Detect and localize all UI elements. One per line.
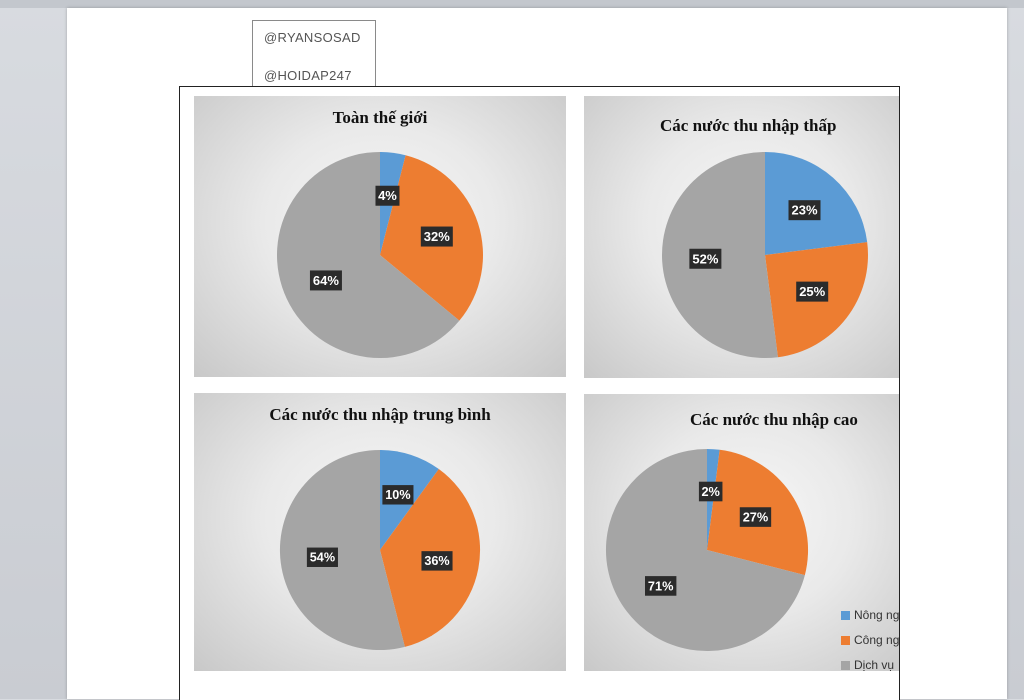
data-label-box	[375, 185, 400, 206]
data-label-text: 64%	[313, 273, 339, 288]
window-top-bar	[0, 0, 1024, 8]
legend-label: Dịch vụ	[854, 658, 895, 672]
pie-chart-low-income: 23% 25% 52%	[662, 152, 868, 358]
data-label-text: 23%	[791, 203, 817, 218]
data-label-text: 71%	[648, 578, 674, 593]
chart-title-low-income: Các nước thu nhập thấp	[660, 116, 837, 135]
data-label-nong-nghiep: 2%	[698, 481, 723, 502]
watermark-ryansosad: @RYANSOSAD	[264, 30, 361, 45]
data-label-box	[420, 226, 453, 247]
pie-chart-world: 4% 32% 64%	[277, 152, 483, 358]
legend-swatch-icon	[841, 636, 850, 646]
pie-chart-middle-income: 10% 36% 54%	[279, 449, 481, 651]
data-label-dich-vu: 64%	[309, 270, 342, 291]
data-label-text: 54%	[310, 551, 335, 565]
data-label-dich-vu: 71%	[645, 576, 677, 596]
data-label-cong-nghiep: 27%	[739, 507, 772, 527]
chart-title-world: Toàn thế giới	[332, 108, 428, 127]
chart-panel-high-income: Các nước thu nhập cao 2% 27% 71%	[584, 394, 899, 671]
data-label-nong-nghiep: 10%	[382, 485, 414, 505]
pie-slice-dich-vu	[277, 152, 460, 358]
data-label-box	[421, 551, 453, 571]
data-label-box	[382, 485, 414, 505]
chart-image-frame: Toàn thế giới 4% 32% 64% Các nước thu nhập…	[179, 86, 900, 700]
data-label-box	[645, 576, 677, 596]
legend-item-cong-nghiep: Công ng	[841, 633, 899, 647]
legend-label: Công ng	[854, 633, 900, 647]
chart-panel-middle-income: Các nước thu nhập trung bình 10% 36% 54%	[194, 393, 566, 671]
data-label-text: 52%	[692, 251, 718, 266]
watermark-box	[252, 20, 376, 92]
data-label-box	[739, 507, 772, 527]
chart-legend: Nông ng Công ng Dịch vụ	[831, 600, 899, 690]
data-label-cong-nghiep: 25%	[796, 281, 829, 302]
legend-label: Nông ng	[854, 608, 900, 622]
data-label-text: 2%	[701, 484, 719, 499]
data-label-dich-vu: 54%	[306, 547, 338, 567]
chart-panel-low-income: Các nước thu nhập thấp 23% 25% 52%	[584, 96, 899, 378]
data-label-text: 36%	[424, 554, 449, 568]
chart-panel-world: Toàn thế giới 4% 32% 64%	[194, 96, 566, 377]
data-label-text: 25%	[799, 284, 825, 299]
data-label-box	[689, 248, 722, 269]
data-label-text: 27%	[743, 509, 769, 524]
chart-title-high-income: Các nước thu nhập cao	[690, 410, 858, 429]
data-label-text: 4%	[378, 188, 397, 203]
data-label-cong-nghiep: 36%	[421, 551, 453, 571]
data-label-box	[788, 200, 821, 221]
data-label-text: 32%	[424, 229, 450, 244]
data-label-box	[306, 547, 338, 567]
data-label-cong-nghiep: 32%	[420, 226, 453, 247]
data-label-nong-nghiep: 4%	[375, 185, 400, 206]
data-label-text: 10%	[385, 488, 410, 502]
pie-slice-dich-vu	[279, 449, 405, 651]
chart-title-middle-income: Các nước thu nhập trung bình	[269, 405, 491, 424]
legend-swatch-icon	[841, 661, 850, 671]
legend-item-dich-vu: Dịch vụ	[841, 658, 894, 672]
data-label-nong-nghiep: 23%	[788, 200, 821, 221]
data-label-box	[309, 270, 342, 291]
watermark-hoidap247: @HOIDAP247	[264, 68, 352, 83]
legend-item-nong-nghiep: Nông ng	[841, 608, 899, 622]
pie-chart-high-income: 2% 27% 71%	[605, 448, 809, 652]
data-label-box	[698, 481, 723, 502]
legend-swatch-icon	[841, 611, 850, 621]
data-label-box	[796, 281, 829, 302]
data-label-dich-vu: 52%	[689, 248, 722, 269]
pie-slice-dich-vu	[605, 448, 805, 652]
